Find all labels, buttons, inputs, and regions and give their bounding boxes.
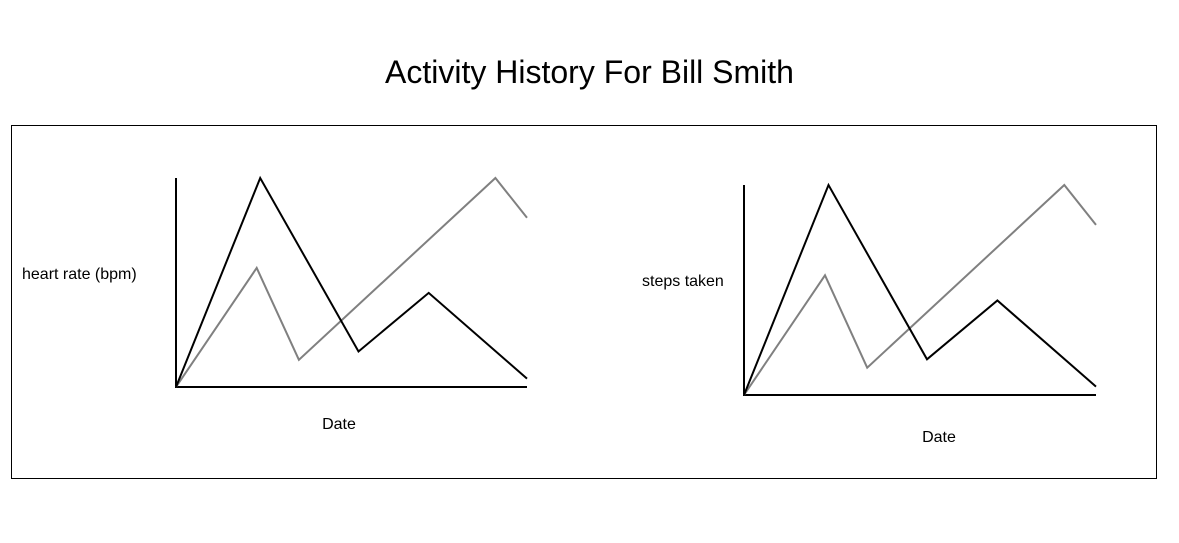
page-title: Activity History For Bill Smith <box>385 54 794 90</box>
heart-rate-series-dark-line <box>175 175 528 388</box>
heart-rate-ylabel: heart rate (bpm) <box>22 266 137 283</box>
steps-series-light-line <box>743 183 1097 396</box>
steps-xlabel: Date <box>922 429 956 446</box>
steps-chart <box>743 182 1097 396</box>
heart-rate-xlabel: Date <box>322 416 356 433</box>
heart-rate-chart <box>175 175 528 388</box>
steps-ylabel: steps taken <box>642 273 724 290</box>
heart-rate-series-light-line <box>175 176 528 388</box>
steps-series-dark-line <box>743 182 1097 396</box>
activity-panel <box>11 125 1157 479</box>
